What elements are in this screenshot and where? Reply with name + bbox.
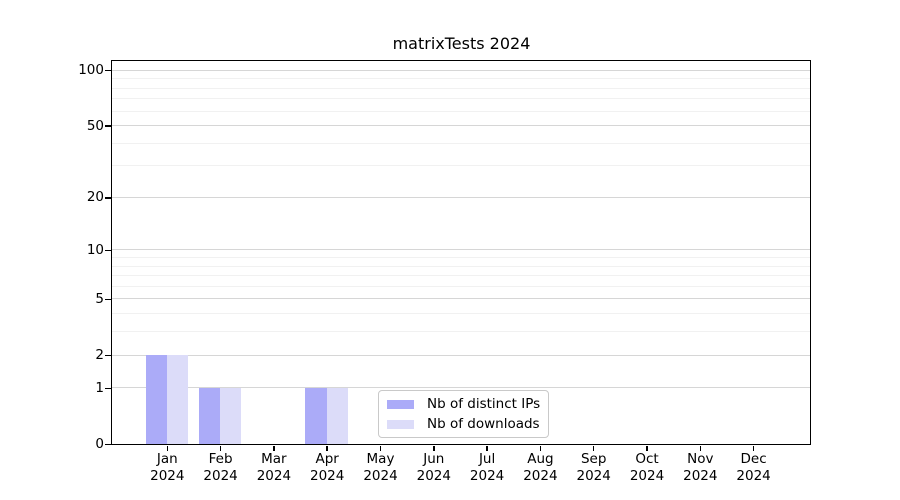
gridline-minor-40 (112, 142, 810, 144)
gridline-minor-70 (112, 98, 810, 100)
x-tick-mark-sep (592, 446, 595, 451)
gridline-major-1 (112, 387, 810, 389)
bar-apr-nb-of-distinct-ips (305, 387, 327, 444)
gridline-minor-30 (112, 165, 810, 167)
bar-jan-nb-of-distinct-ips (145, 355, 167, 444)
x-tick-label-jul: Jul 2024 (469, 451, 505, 484)
x-tick-mark-apr (326, 446, 328, 451)
y-tick-mark-100 (105, 69, 111, 72)
legend: Nb of distinct IPs Nb of downloads (378, 390, 550, 438)
gridline-minor-8 (112, 265, 810, 267)
gridline-major-10 (112, 249, 810, 251)
x-tick-label-aug: Aug 2024 (523, 451, 558, 484)
y-tick-label-1: 1 (95, 379, 104, 396)
gridline-major-20 (112, 196, 810, 198)
gridline-minor-90 (112, 78, 810, 80)
gridline-minor-6 (112, 285, 810, 287)
x-tick-mark-dec (752, 446, 755, 451)
y-tick-label-0: 0 (95, 436, 104, 452)
x-tick-label-apr: Apr 2024 (310, 451, 345, 484)
y-tick-label-50: 50 (86, 117, 104, 134)
y-tick-label-20: 20 (86, 189, 104, 206)
y-tick-label-100: 100 (78, 62, 104, 79)
y-tick-label-5: 5 (95, 290, 104, 307)
x-tick-label-mar: Mar 2024 (256, 451, 292, 484)
x-tick-label-jun: Jun 2024 (416, 451, 451, 484)
x-tick-mark-feb (219, 446, 222, 451)
bar-feb-nb-of-distinct-ips (198, 387, 221, 444)
gridline-major-100 (112, 69, 810, 71)
x-tick-mark-aug (539, 446, 542, 451)
legend-item-downloads: Nb of downloads (387, 415, 540, 433)
y-tick-mark-10 (105, 249, 111, 252)
x-tick-mark-jul (486, 446, 488, 451)
x-tick-mark-jan (166, 446, 169, 451)
x-tick-label-nov: Nov 2024 (683, 451, 718, 484)
x-tick-mark-jun (433, 446, 435, 451)
legend-label-distinct-ips: Nb of distinct IPs (427, 396, 541, 412)
bar-feb-nb-of-downloads (220, 387, 242, 444)
x-tick-label-feb: Feb 2024 (203, 451, 238, 484)
y-tick-label-2: 2 (95, 347, 104, 364)
y-tick-mark-5 (105, 298, 111, 301)
y-tick-mark-0 (105, 443, 111, 446)
y-tick-mark-1 (105, 387, 111, 390)
x-tick-mark-oct (646, 446, 648, 451)
legend-label-downloads: Nb of downloads (427, 416, 540, 432)
x-tick-label-oct: Oct 2024 (629, 451, 665, 484)
x-tick-label-dec: Dec 2024 (736, 451, 771, 484)
y-tick-mark-2 (105, 354, 111, 357)
legend-item-distinct-ips: Nb of distinct IPs (387, 395, 540, 413)
y-tick-mark-50 (105, 125, 111, 127)
chart-title: matrixTests 2024 (392, 34, 531, 53)
bar-apr-nb-of-downloads (326, 387, 348, 444)
gridlines-layer (112, 61, 810, 444)
x-tick-label-jan: Jan 2024 (150, 451, 185, 484)
x-tick-mark-may (379, 446, 382, 451)
x-tick-label-may: May 2024 (363, 451, 398, 484)
legend-swatch-downloads (387, 419, 414, 429)
bar-jan-nb-of-downloads (166, 355, 189, 444)
plot-area: Nb of distinct IPs Nb of downloads (111, 60, 811, 445)
gridline-minor-60 (112, 110, 810, 112)
gridline-major-2 (112, 354, 810, 356)
gridline-minor-80 (112, 87, 810, 89)
y-tick-mark-20 (105, 197, 111, 199)
gridline-major-50 (112, 125, 810, 127)
gridline-minor-4 (112, 313, 810, 315)
legend-swatch-distinct-ips (387, 399, 414, 409)
bars-layer (112, 61, 810, 444)
gridline-major-5 (112, 298, 810, 300)
gridline-minor-3 (112, 331, 810, 333)
gridline-minor-9 (112, 257, 810, 258)
x-tick-mark-mar (273, 446, 275, 451)
gridline-minor-7 (112, 275, 810, 277)
y-tick-label-10: 10 (86, 241, 104, 258)
x-tick-label-sep: Sep 2024 (576, 451, 611, 484)
x-tick-mark-nov (699, 446, 702, 451)
